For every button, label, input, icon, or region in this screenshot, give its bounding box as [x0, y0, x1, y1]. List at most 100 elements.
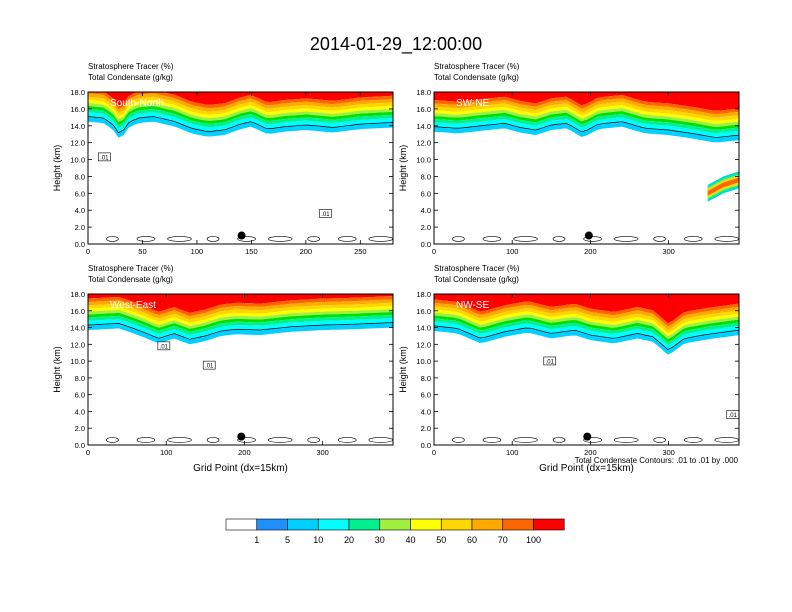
field-label: Stratosphere Tracer (%) — [88, 264, 174, 273]
contour-blob — [683, 437, 703, 443]
tracer-band-9 — [434, 321, 739, 350]
tracer-band-10 — [88, 116, 393, 138]
y-tick-label: 12.0 — [70, 340, 85, 349]
tracer-band-5 — [88, 100, 393, 120]
contour-label: Total Condensate (g/kg) — [88, 73, 173, 82]
plot-frame — [87, 91, 394, 245]
colorbar-level-label: 70 — [498, 535, 508, 545]
tracer-band-4 — [88, 96, 393, 117]
y-tick-label: 14.0 — [70, 324, 85, 333]
y-tick-label: 0.0 — [75, 240, 85, 249]
low-contours — [452, 236, 739, 242]
contour-blob — [337, 236, 357, 242]
x-axis-label: Grid Point (dx=15km) — [193, 463, 288, 474]
y-tick-label: 10.0 — [416, 156, 431, 165]
contour-blob — [583, 437, 602, 443]
contour-marker-label: .01 — [321, 212, 330, 218]
y-tick-label: 4.0 — [75, 206, 85, 215]
y-tick-label: 4.0 — [421, 407, 431, 416]
tracer-band-8 — [88, 315, 393, 336]
condensate-contour — [88, 116, 393, 134]
colorbar-cell — [440, 518, 473, 531]
plot-frame — [433, 293, 740, 446]
y-axis-label: Height (km) — [398, 145, 408, 192]
colorbar-cell — [317, 518, 350, 531]
contour-marker-box — [726, 410, 740, 419]
contour-marker-label: .01 — [546, 359, 555, 365]
colorbar-level-label: 50 — [436, 535, 446, 545]
y-tick-label: 16.0 — [70, 105, 85, 114]
tracer-band-8 — [434, 318, 739, 346]
x-tick-label: 300 — [662, 247, 675, 256]
colorbar-cell — [533, 518, 565, 531]
contour-blob — [613, 437, 639, 443]
tracer-band-10 — [88, 322, 393, 345]
contour-blob — [167, 236, 192, 242]
y-tick-label: 12.0 — [70, 139, 85, 148]
y-tick-label: 14.0 — [70, 122, 85, 131]
tracer-band-6 — [88, 309, 393, 329]
y-tick-label: 18.0 — [416, 88, 431, 97]
tracer-field — [434, 92, 739, 202]
location-dot — [584, 231, 593, 240]
contour-blob — [167, 437, 192, 443]
contour-blob — [267, 437, 293, 443]
colorbar-cell — [256, 518, 288, 531]
figure-title: 2014-01-29_12:00:00 — [310, 34, 482, 55]
colorbar-cell — [379, 518, 411, 531]
y-tick-label: 0.0 — [75, 441, 85, 450]
contour-marker-label: .01 — [100, 155, 109, 161]
location-dot — [237, 231, 246, 240]
y-tick-label: 6.0 — [75, 189, 85, 198]
contour-marker-box — [543, 356, 557, 366]
y-tick-label: 16.0 — [416, 307, 431, 316]
x-tick-label: 0 — [86, 247, 90, 256]
y-tick-label: 14.0 — [416, 122, 431, 131]
y-tick-label: 4.0 — [421, 206, 431, 215]
x-tick-label: 300 — [316, 448, 329, 457]
contour-marker-label: .01 — [729, 413, 738, 419]
y-tick-label: 0.0 — [421, 240, 431, 249]
panel-label: South-North — [110, 98, 164, 109]
y-tick-label: 2.0 — [421, 424, 431, 433]
contour-blob — [552, 236, 566, 242]
y-tick-label: 6.0 — [421, 189, 431, 198]
y-tick-label: 0.0 — [421, 441, 431, 450]
tracer-band-10 — [434, 121, 739, 143]
y-tick-label: 12.0 — [416, 340, 431, 349]
x-tick-label: 0 — [86, 448, 90, 457]
colorbar-cell — [410, 518, 442, 531]
x-tick-label: 50 — [138, 247, 146, 256]
y-axis-label: Height (km) — [398, 346, 408, 393]
tracer-band-10 — [434, 325, 739, 355]
contour-blob — [482, 236, 502, 242]
x-tick-label: 300 — [662, 448, 675, 457]
panel-4: 0.0 2.0 4.0 6.0 8.0 10.0 12.0 14.0 16.0 18.0 0 100 2… — [398, 264, 740, 474]
tracer-band-8 — [434, 114, 739, 133]
y-tick-label: 2.0 — [75, 223, 85, 232]
contour-marker-label: .01 — [160, 344, 169, 350]
colorbar-level-label: 5 — [285, 535, 290, 545]
panel-2: 0.0 2.0 4.0 6.0 8.0 10.0 12.0 14.0 16.0 18.0 0 100 2… — [398, 62, 740, 256]
y-tick-label: 18.0 — [70, 88, 85, 97]
x-tick-label: 100 — [191, 247, 204, 256]
contour-blob — [267, 236, 293, 242]
tracer-band-3 — [434, 302, 739, 330]
location-dot — [583, 432, 592, 441]
tracer-band-9 — [88, 112, 393, 133]
low-contours — [452, 437, 739, 443]
contour-marker-label: .01 — [205, 364, 214, 370]
y-tick-label: 16.0 — [416, 105, 431, 114]
plot-frame — [87, 293, 394, 446]
y-tick-label: 14.0 — [416, 324, 431, 333]
contour-blob — [307, 236, 321, 242]
colorbar-cell — [348, 518, 381, 531]
y-tick-label: 8.0 — [75, 374, 85, 383]
tracer-band-5 — [434, 309, 739, 337]
contour-blob — [206, 236, 220, 242]
tracer-band-7 — [88, 312, 393, 332]
tracer-band-9 — [88, 318, 393, 340]
tracer-band-2 — [434, 299, 739, 327]
field-label: Stratosphere Tracer (%) — [88, 62, 174, 71]
tracer-band-4 — [88, 302, 393, 323]
